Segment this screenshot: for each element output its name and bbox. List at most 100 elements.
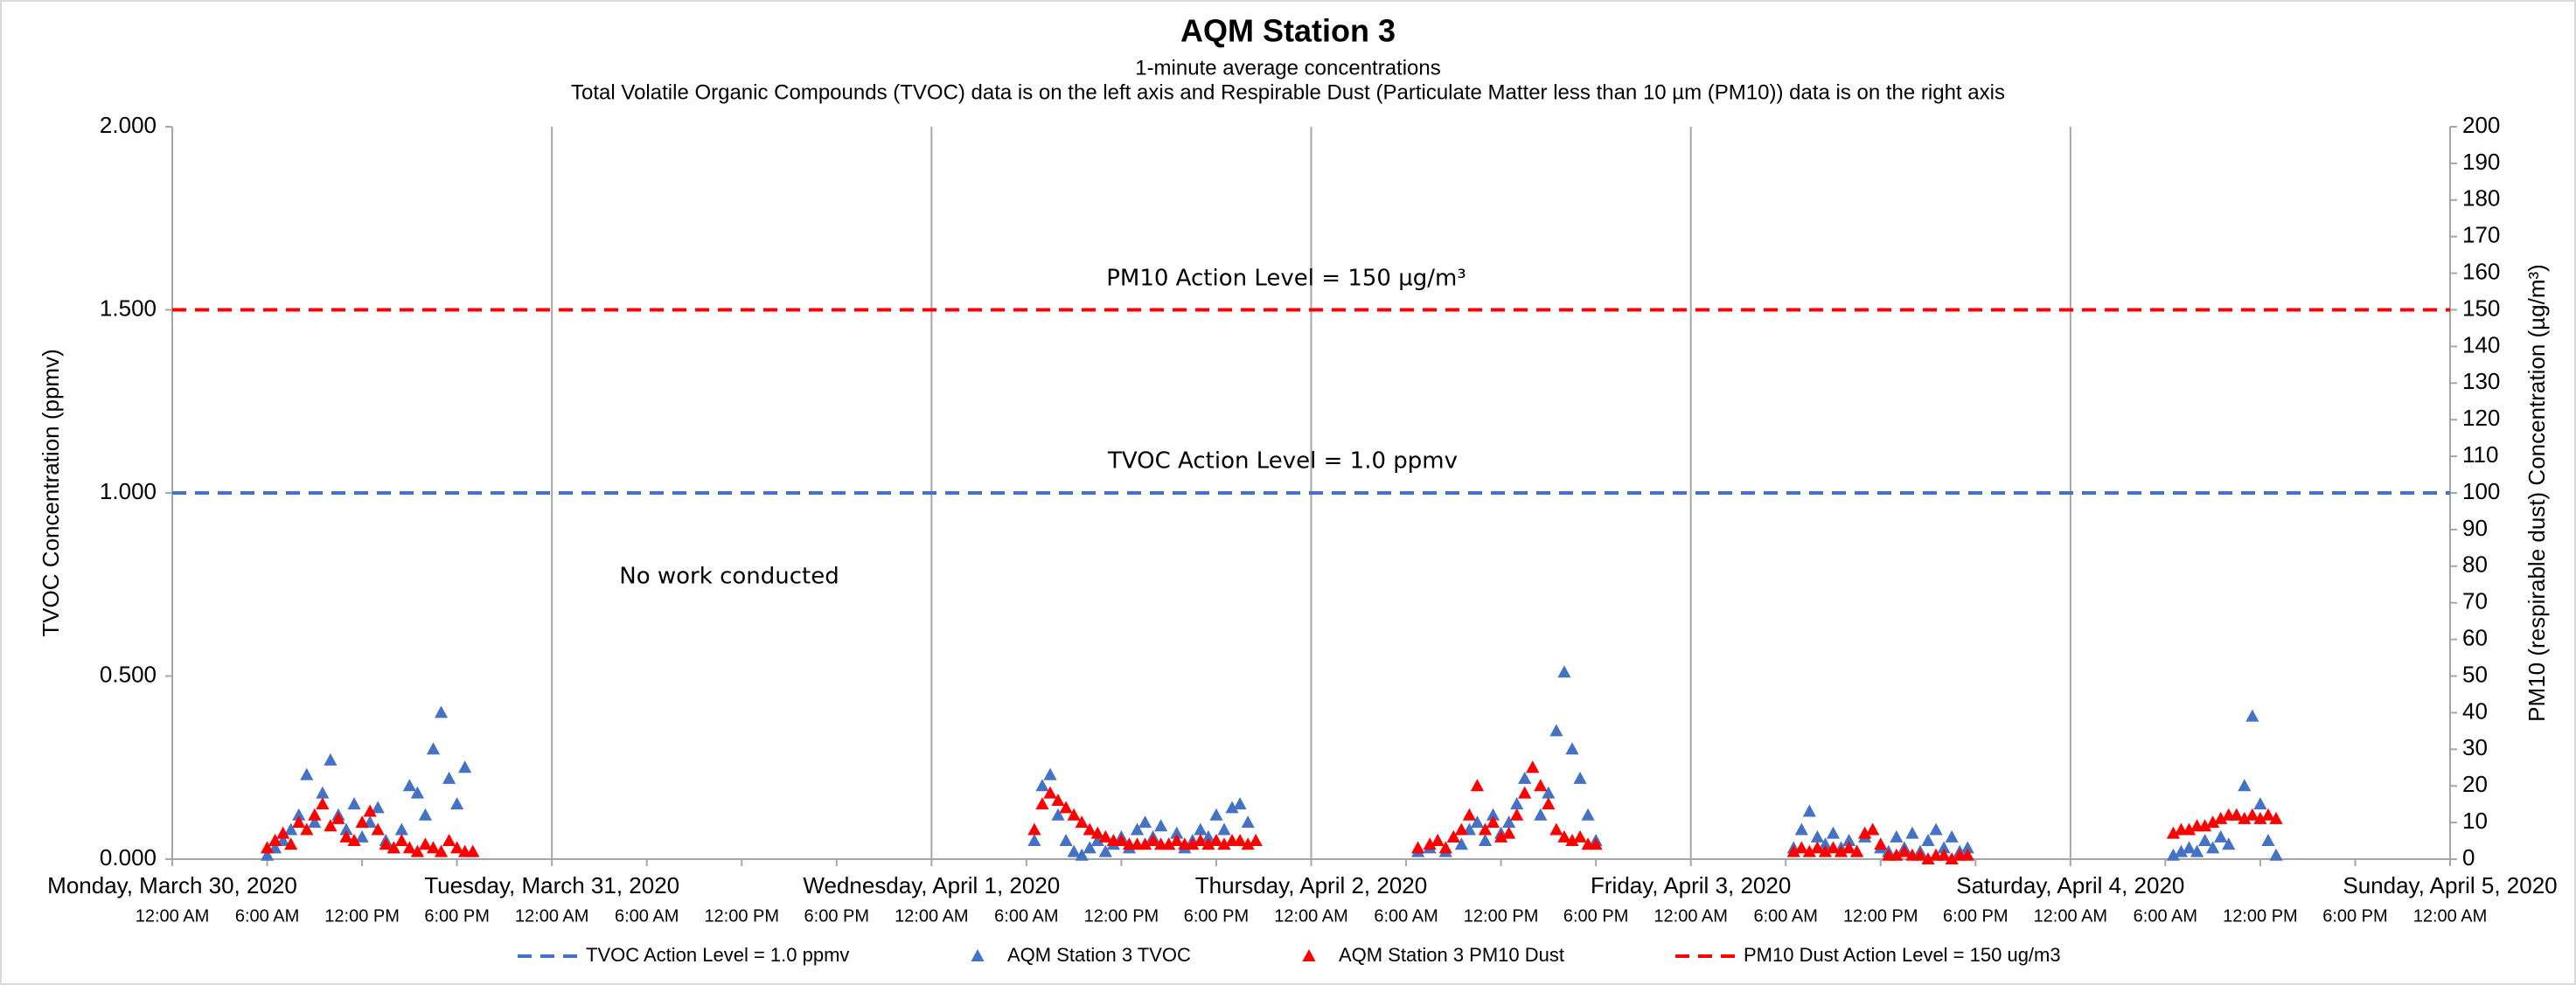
data-point bbox=[284, 822, 298, 836]
data-point bbox=[2269, 811, 2283, 824]
data-point bbox=[339, 822, 353, 836]
data-point bbox=[1921, 852, 1935, 864]
data-point bbox=[450, 841, 464, 854]
y2-tick-label: 30 bbox=[2462, 734, 2488, 760]
data-point bbox=[1810, 841, 1824, 854]
data-point bbox=[1249, 834, 1263, 847]
y-tick-label: 0.000 bbox=[100, 844, 157, 871]
data-point bbox=[1486, 815, 1500, 829]
data-point bbox=[316, 797, 330, 810]
data-point bbox=[402, 779, 416, 792]
data-point bbox=[2174, 844, 2189, 857]
x-tick-label: 6:00 PM bbox=[2322, 906, 2387, 926]
y2-tick-label: 150 bbox=[2462, 295, 2500, 321]
data-point bbox=[1897, 844, 1911, 857]
y2-tick-label: 170 bbox=[2462, 222, 2500, 248]
data-point bbox=[2206, 815, 2220, 829]
data-point bbox=[1573, 829, 1587, 843]
data-point bbox=[355, 815, 369, 829]
y2-tick-label: 40 bbox=[2462, 697, 2488, 724]
x-tick-label: 6:00 AM bbox=[235, 906, 299, 926]
legend-label: AQM Station 3 TVOC bbox=[1007, 944, 1191, 966]
data-point bbox=[1051, 808, 1065, 821]
data-point bbox=[2238, 779, 2252, 792]
data-point bbox=[1858, 826, 1872, 839]
data-point bbox=[466, 844, 480, 857]
data-point bbox=[1818, 837, 1833, 850]
x-day-label: Saturday, April 4, 2020 bbox=[1956, 872, 2184, 898]
data-point bbox=[1470, 815, 1485, 829]
data-point bbox=[1557, 829, 1571, 843]
data-point bbox=[1542, 786, 1556, 799]
data-point bbox=[1083, 822, 1097, 836]
x-tick-label: 12:00 AM bbox=[2413, 906, 2488, 926]
data-point bbox=[394, 834, 408, 847]
legend-label: AQM Station 3 PM10 Dust bbox=[1339, 944, 1564, 966]
data-point bbox=[1090, 826, 1104, 839]
data-point bbox=[434, 844, 449, 857]
data-point bbox=[1802, 844, 1816, 857]
data-point bbox=[2245, 709, 2259, 722]
data-point bbox=[1850, 844, 1864, 857]
data-point bbox=[1098, 844, 1112, 857]
y2-tick-label: 70 bbox=[2462, 588, 2488, 614]
data-point bbox=[1067, 844, 1081, 857]
data-point bbox=[268, 834, 282, 847]
x-tick-label: 12:00 PM bbox=[1843, 906, 1918, 926]
y2-tick-label: 130 bbox=[2462, 368, 2500, 394]
data-point bbox=[1051, 793, 1065, 806]
data-point bbox=[1921, 834, 1935, 847]
y2-tick-label: 90 bbox=[2462, 515, 2488, 541]
data-point bbox=[260, 848, 275, 861]
data-point bbox=[276, 826, 290, 839]
data-point bbox=[1486, 808, 1500, 821]
data-point bbox=[1794, 841, 1808, 854]
data-point bbox=[1841, 834, 1856, 847]
data-point bbox=[1502, 815, 1516, 829]
data-point bbox=[1201, 829, 1215, 843]
data-point bbox=[1945, 829, 1959, 843]
y2-axis-label: PM10 (respirable dust) Concentration (µg… bbox=[2524, 264, 2550, 722]
data-point bbox=[308, 815, 322, 829]
data-point bbox=[1162, 837, 1176, 850]
data-point bbox=[1233, 834, 1247, 847]
legend-label: PM10 Dust Action Level = 150 ug/m3 bbox=[1744, 944, 2061, 966]
data-point bbox=[1478, 822, 1493, 836]
x-tick-label: 6:00 PM bbox=[1563, 906, 1628, 926]
data-point bbox=[292, 808, 306, 821]
data-point bbox=[1534, 779, 1548, 792]
data-point bbox=[2222, 837, 2236, 850]
data-point bbox=[2198, 819, 2212, 832]
y2-tick-label: 100 bbox=[2462, 478, 2500, 504]
data-point bbox=[1027, 834, 1041, 847]
y-tick-label: 2.000 bbox=[100, 112, 157, 138]
x-tick-label: 12:00 AM bbox=[515, 906, 589, 926]
data-point bbox=[394, 822, 408, 836]
data-point bbox=[410, 844, 424, 857]
data-point bbox=[1035, 779, 1049, 792]
x-tick-label: 6:00 PM bbox=[1184, 906, 1249, 926]
data-point bbox=[1145, 834, 1160, 847]
data-point bbox=[418, 837, 433, 850]
x-tick-label: 12:00 PM bbox=[1464, 906, 1539, 926]
x-tick-label: 12:00 AM bbox=[2034, 906, 2108, 926]
data-point bbox=[379, 837, 393, 850]
annotation: PM10 Action Level = 150 µg/m³ bbox=[1106, 266, 1466, 292]
data-point bbox=[1035, 797, 1049, 810]
y2-tick-label: 20 bbox=[2462, 771, 2488, 797]
data-point bbox=[2190, 844, 2204, 857]
data-point bbox=[442, 771, 456, 784]
x-tick-label: 6:00 PM bbox=[804, 906, 869, 926]
legend-swatch bbox=[971, 949, 985, 961]
data-point bbox=[1534, 808, 1548, 821]
data-point bbox=[1130, 822, 1145, 836]
data-point bbox=[339, 829, 353, 843]
x-day-label: Wednesday, April 1, 2020 bbox=[803, 872, 1060, 898]
data-point bbox=[2261, 834, 2275, 847]
data-point bbox=[324, 753, 338, 766]
data-point bbox=[2198, 834, 2212, 847]
data-point bbox=[1170, 826, 1184, 839]
data-point bbox=[1510, 797, 1524, 810]
legend-label: TVOC Action Level = 1.0 ppmv bbox=[586, 944, 849, 966]
x-tick-label: 6:00 AM bbox=[1754, 906, 1818, 926]
